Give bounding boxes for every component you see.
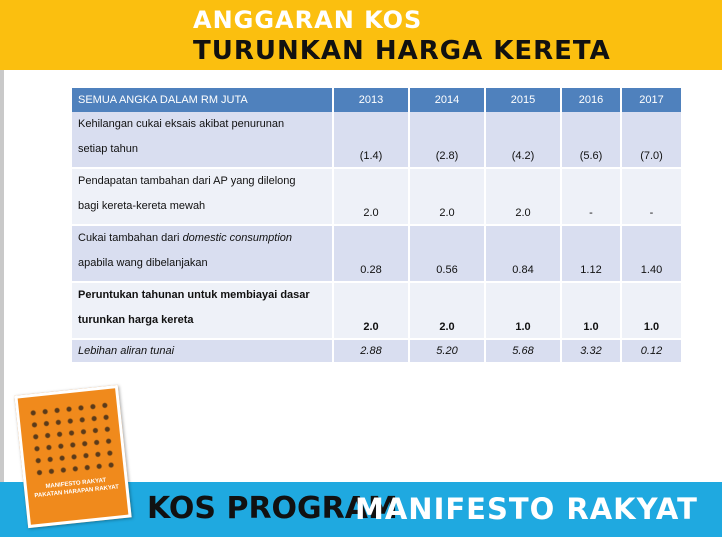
cell-2013: 2.0	[333, 168, 410, 226]
cell-2016: 3.32	[561, 339, 622, 364]
table-row: Pendapatan tambahan dari AP yang dilelon…	[72, 168, 683, 226]
cell-2013: 2.0	[333, 282, 410, 340]
cell-2015: 5.68	[485, 339, 562, 364]
column-header-2013: 2013	[333, 88, 410, 112]
cell-2013: (1.4)	[333, 112, 410, 169]
cell-2017: (7.0)	[621, 112, 683, 169]
row-label-line1: Cukai tambahan dari	[78, 232, 183, 244]
row-label: Lebihan aliran tunai	[72, 339, 334, 364]
row-label-line2: turunkan harga kereta	[78, 314, 194, 326]
row-label-line1: Peruntukan tahunan untuk membiayai dasar	[78, 289, 310, 301]
cell-2014: 0.56	[409, 225, 486, 283]
header-banner	[0, 0, 722, 70]
slide-title-line1: ANGGARAN KOS	[193, 6, 423, 34]
cell-2013: 2.88	[333, 339, 410, 364]
column-header-2015: 2015	[485, 88, 562, 112]
cell-2014: 2.0	[409, 168, 486, 226]
cell-2017: 1.0	[621, 282, 683, 340]
table-header-row: SEMUA ANGKA DALAM RM JUTA 2013 2014 2015…	[72, 88, 683, 112]
cell-2016: 1.12	[561, 225, 622, 283]
row-label-italic: domestic consumption	[182, 232, 293, 244]
table-row: Cukai tambahan dari domestic consumption…	[72, 225, 683, 283]
cell-2017: 1.40	[621, 225, 683, 283]
cell-2016: 1.0	[561, 282, 622, 340]
row-label: Kehilangan cukai eksais akibat penurunan…	[72, 112, 334, 169]
footer-text-manifesto: MANIFESTO RAKYAT	[355, 492, 698, 526]
cell-2016: -	[561, 168, 622, 226]
slide-title-line2: TURUNKAN HARGA KERETA	[193, 36, 611, 66]
cell-2013: 0.28	[333, 225, 410, 283]
cell-2017: 0.12	[621, 339, 683, 364]
cell-2014: (2.8)	[409, 112, 486, 169]
row-label: Pendapatan tambahan dari AP yang dilelon…	[72, 168, 334, 226]
column-header-2016: 2016	[561, 88, 622, 112]
cell-2017: -	[621, 168, 683, 226]
cost-table: SEMUA ANGKA DALAM RM JUTA 2013 2014 2015…	[72, 88, 683, 364]
row-label-line2: apabila wang dibelanjakan	[78, 257, 208, 269]
column-header-2017: 2017	[621, 88, 683, 112]
left-rule	[0, 70, 4, 482]
cell-2015: 0.84	[485, 225, 562, 283]
row-label: Cukai tambahan dari domestic consumption…	[72, 225, 334, 283]
row-label-line1: Pendapatan tambahan dari AP yang dilelon…	[78, 175, 296, 187]
cell-2014: 2.0	[409, 282, 486, 340]
row-label-line2: setiap tahun	[78, 143, 138, 155]
manifesto-cover-image: MANIFESTO RAKYAT PAKATAN HARAPAN RAKYAT	[14, 384, 132, 529]
column-header-label: SEMUA ANGKA DALAM RM JUTA	[72, 88, 334, 112]
cell-2014: 5.20	[409, 339, 486, 364]
table-row: Kehilangan cukai eksais akibat penurunan…	[72, 112, 683, 169]
footer-text-kos-program: KOS PROGRAM	[147, 491, 398, 526]
row-label-line1: Kehilangan cukai eksais akibat penurunan	[78, 118, 285, 130]
cell-2015: (4.2)	[485, 112, 562, 169]
row-label-line2: bagi kereta-kereta mewah	[78, 200, 206, 212]
cell-2015: 2.0	[485, 168, 562, 226]
column-header-2014: 2014	[409, 88, 486, 112]
manifesto-icon-grid	[26, 399, 116, 482]
cell-2015: 1.0	[485, 282, 562, 340]
table-row: Peruntukan tahunan untuk membiayai dasar…	[72, 282, 683, 340]
table-row: Lebihan aliran tunai 2.88 5.20 5.68 3.32…	[72, 339, 683, 364]
row-label: Peruntukan tahunan untuk membiayai dasar…	[72, 282, 334, 340]
cell-2016: (5.6)	[561, 112, 622, 169]
